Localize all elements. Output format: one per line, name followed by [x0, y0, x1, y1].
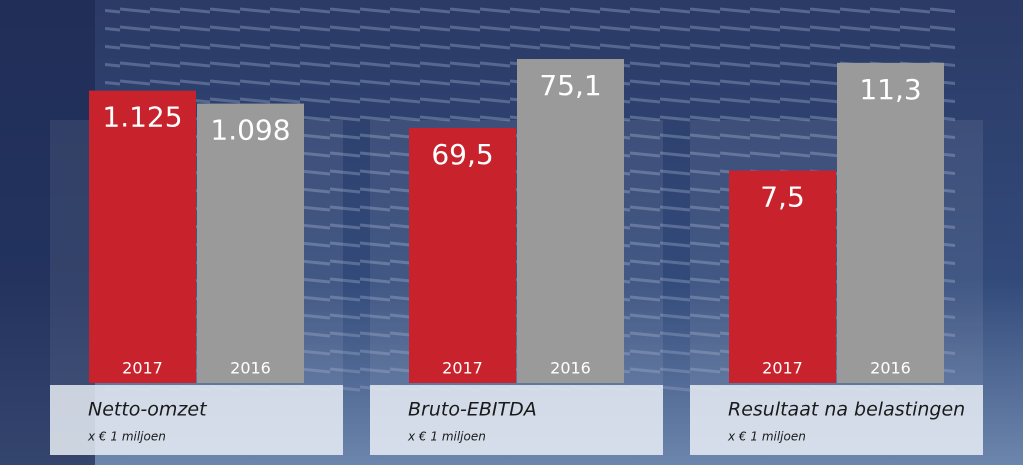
value-label: 7,5: [760, 181, 805, 214]
label-panel: [370, 385, 663, 455]
category-label: 2017: [762, 359, 803, 378]
label-panel: [50, 385, 343, 455]
value-label: 75,1: [539, 69, 601, 102]
category-label: 2016: [870, 359, 911, 378]
value-label: 69,5: [431, 138, 493, 171]
value-label: 1.125: [102, 101, 182, 134]
category-label: 2017: [122, 359, 163, 378]
chart-title: Resultaat na belastingen: [728, 399, 965, 421]
value-label: 11,3: [859, 73, 921, 106]
chart-subtitle: x € 1 miljoen: [407, 430, 486, 444]
bar: [729, 170, 836, 383]
chart-title: Netto-omzet: [88, 399, 208, 421]
bar: [517, 59, 624, 383]
chart-subtitle: x € 1 miljoen: [87, 430, 166, 444]
category-label: 2016: [550, 359, 591, 378]
chart-title: Bruto-EBITDA: [408, 399, 537, 421]
bar: [409, 128, 516, 383]
label-panel: [690, 385, 983, 455]
category-label: 2017: [442, 359, 483, 378]
category-label: 2016: [230, 359, 271, 378]
value-label: 1.098: [210, 114, 290, 147]
bar: [89, 90, 196, 383]
bar: [837, 62, 944, 383]
bar: [197, 103, 304, 384]
chart-subtitle: x € 1 miljoen: [727, 430, 806, 444]
